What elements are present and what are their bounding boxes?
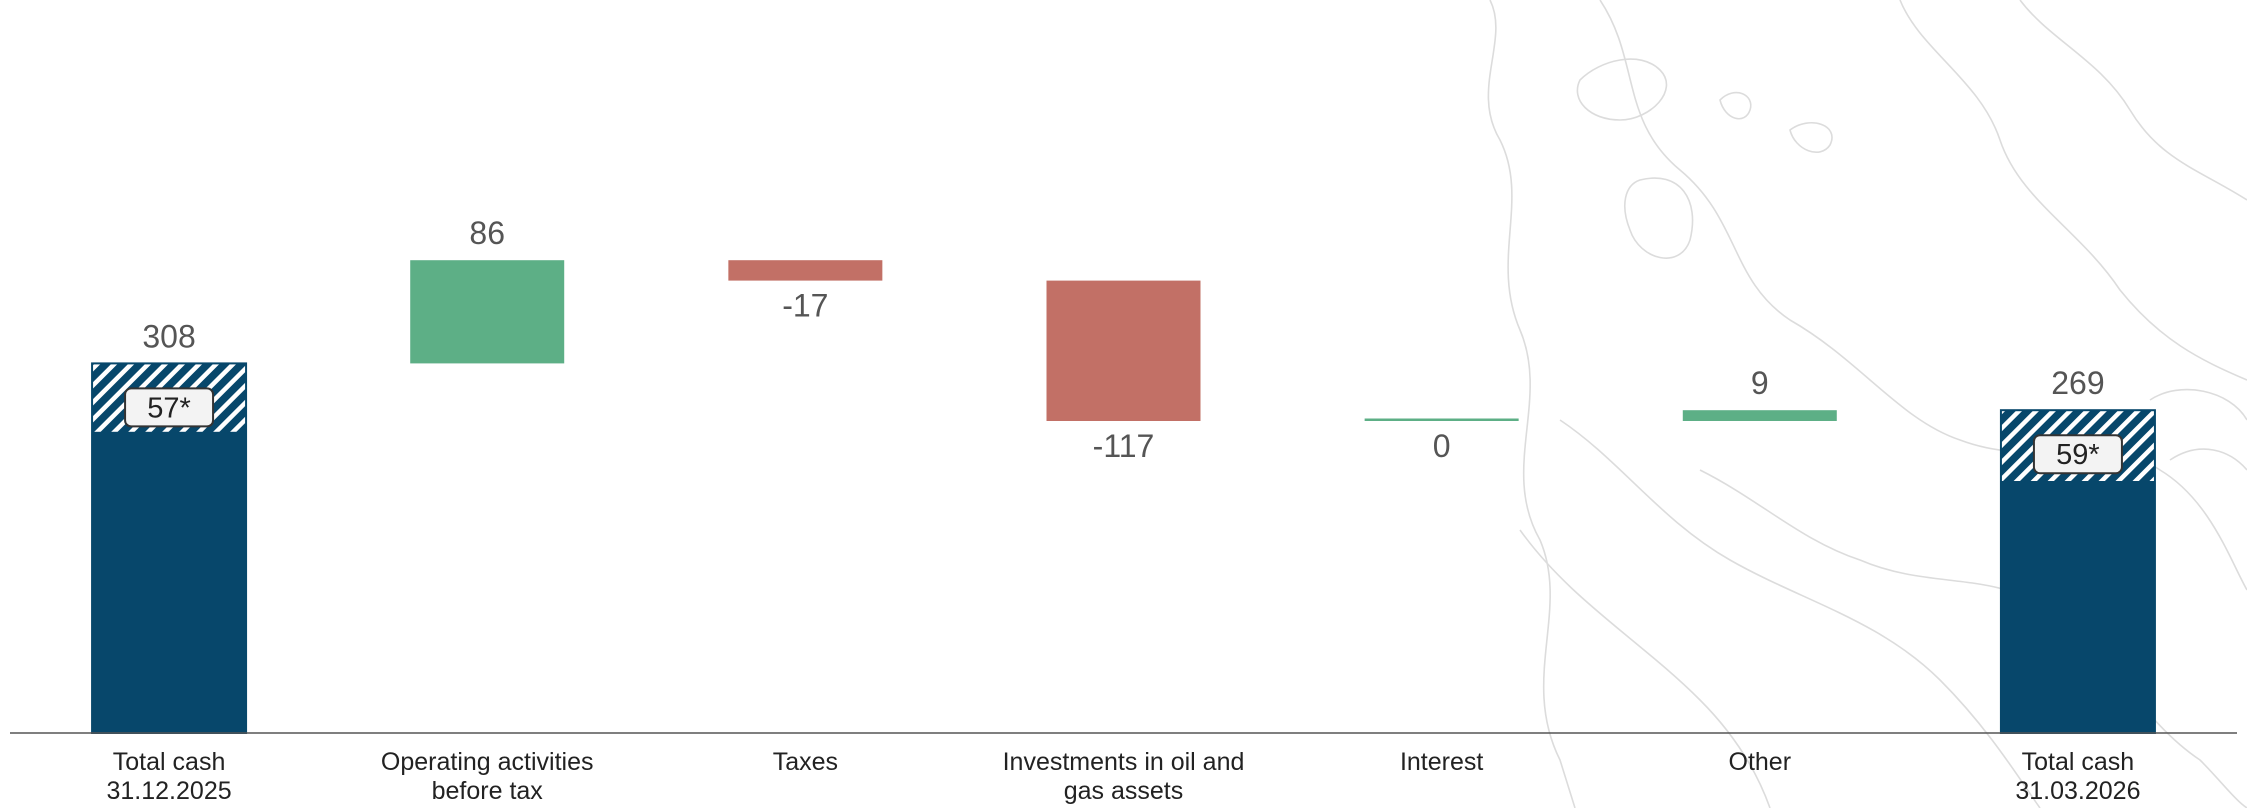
category-label-line: before tax (432, 777, 544, 805)
category-label-line: gas assets (1064, 777, 1184, 805)
value-label-6: 269 (2051, 365, 2104, 401)
hatched-badges-layer: 57* 59* (124, 387, 2123, 475)
category-label-1: Operating activities before tax (381, 748, 594, 805)
category-label-line: Operating activities (381, 748, 594, 776)
category-label-line: Other (1729, 748, 1792, 776)
category-label-6: Total cash 31.03.2026 (2015, 748, 2140, 805)
value-labels-layer: 308 86 -17 -117 0 9 269 (142, 215, 2104, 464)
hatched-badge-0 (124, 387, 215, 428)
category-label-line: Taxes (773, 748, 838, 776)
value-label-4: 0 (1433, 428, 1451, 464)
hatched-badge-6 (2032, 434, 2123, 475)
bar-1 (410, 260, 565, 364)
value-label-0: 308 (142, 318, 195, 354)
bars-layer (91, 260, 2156, 734)
category-label-line: Total cash (2022, 748, 2135, 776)
hatched-badge-label-6: 59* (2056, 439, 2100, 471)
category-label-line: Investments in oil and (1003, 748, 1245, 776)
value-label-2: -17 (782, 288, 828, 324)
category-label-line: 31.12.2025 (107, 777, 232, 805)
value-label-1: 86 (469, 215, 505, 251)
category-label-2: Taxes (773, 748, 838, 776)
bar-5 (1682, 410, 1837, 421)
category-label-4: Interest (1400, 748, 1483, 776)
bar-3 (1046, 280, 1201, 421)
bar-4 (1364, 418, 1519, 421)
category-label-5: Other (1729, 748, 1792, 776)
category-label-3: Investments in oil and gas assets (1003, 748, 1245, 805)
value-label-3: -117 (1093, 428, 1155, 464)
value-label-5: 9 (1751, 365, 1769, 401)
category-label-line: Interest (1400, 748, 1483, 776)
hatched-badge-label-0: 57* (147, 392, 191, 424)
category-label-0: Total cash 31.12.2025 (107, 748, 232, 805)
category-label-line: 31.03.2026 (2015, 777, 2140, 805)
bar-2 (728, 260, 883, 281)
category-label-line: Total cash (113, 748, 226, 776)
